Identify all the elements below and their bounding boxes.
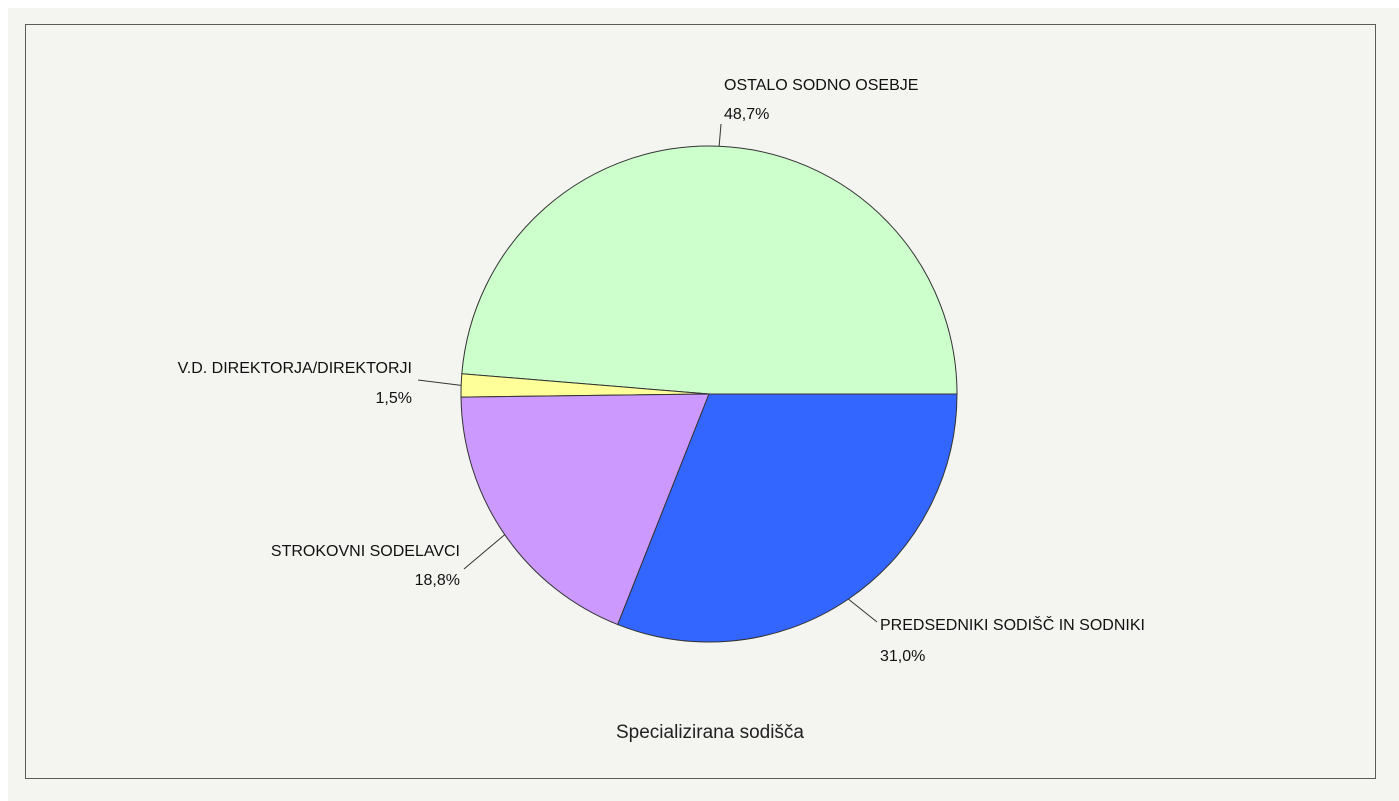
leader-line-strokovni <box>463 534 506 570</box>
leader-line-ostalo <box>718 123 722 147</box>
leader-lines <box>417 123 878 623</box>
pie-slice-ostalo <box>461 145 958 395</box>
pie-slice-predsedniki <box>617 393 958 643</box>
slice-label-direktorji: V.D. DIREKTORJA/DIREKTORJI <box>178 360 412 377</box>
slice-label-predsedniki: PREDSEDNIKI SODIŠČ IN SODNIKI <box>880 615 1145 634</box>
slice-pct-direktorji: 1,5% <box>376 390 412 407</box>
leader-line-direktorji <box>417 379 462 386</box>
slice-pct-ostalo: 48,7% <box>724 106 769 123</box>
pie-slice-strokovni <box>460 393 710 626</box>
slice-labels: OSTALO SODNO OSEBJE 48,7% PREDSEDNIKI SO… <box>178 77 1145 665</box>
chart-title: Specializirana sodišča <box>616 722 804 743</box>
slice-pct-predsedniki: 31,0% <box>880 648 925 665</box>
pie-slices <box>460 145 958 643</box>
slice-label-strokovni: STROKOVNI SODELAVCI <box>271 543 460 560</box>
slice-label-ostalo: OSTALO SODNO OSEBJE <box>724 77 918 94</box>
slice-pct-strokovni: 18,8% <box>415 572 460 589</box>
leader-line-predsedniki <box>848 598 878 623</box>
